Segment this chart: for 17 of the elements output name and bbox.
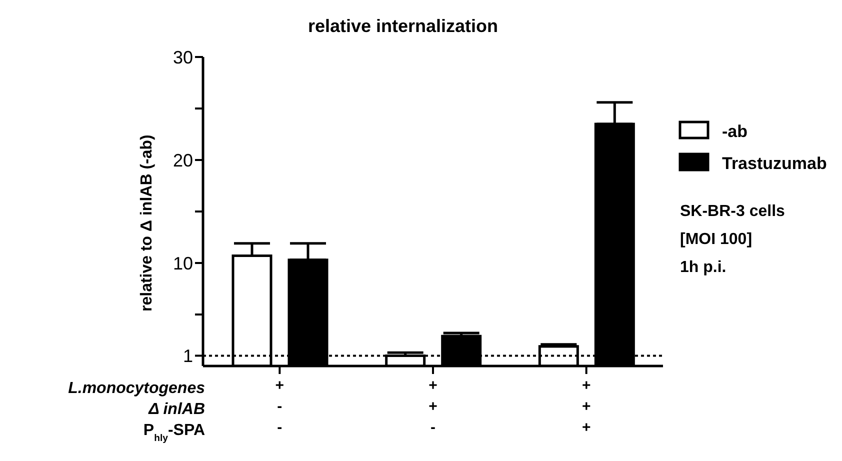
text: [MOI 100] [680, 231, 752, 248]
y-tick-label: 30 [172, 47, 193, 68]
x-tick-label: + - - [275, 377, 284, 436]
text: P$_{hly}$-SPA [143, 422, 206, 444]
text: 1h p.i. [680, 259, 726, 276]
y-tick-label: 1 [182, 346, 193, 366]
y-tick-label: 20 [172, 150, 193, 170]
legend-label: -ab [722, 122, 748, 141]
text: Δ inlAB [148, 401, 205, 418]
text: SK-BR-3 cells [680, 203, 786, 220]
legend-label: Trastuzumab [722, 154, 827, 173]
x-tick-label: + + - [428, 377, 438, 436]
y-tick-label: 10 [172, 253, 193, 274]
chart-title: relative internalization [308, 16, 498, 36]
y-axis-title: relative to Δ inlAB (-ab) [138, 134, 156, 312]
x-tick-label: + + + [582, 377, 591, 436]
text: L.monocytogenes [68, 380, 206, 397]
